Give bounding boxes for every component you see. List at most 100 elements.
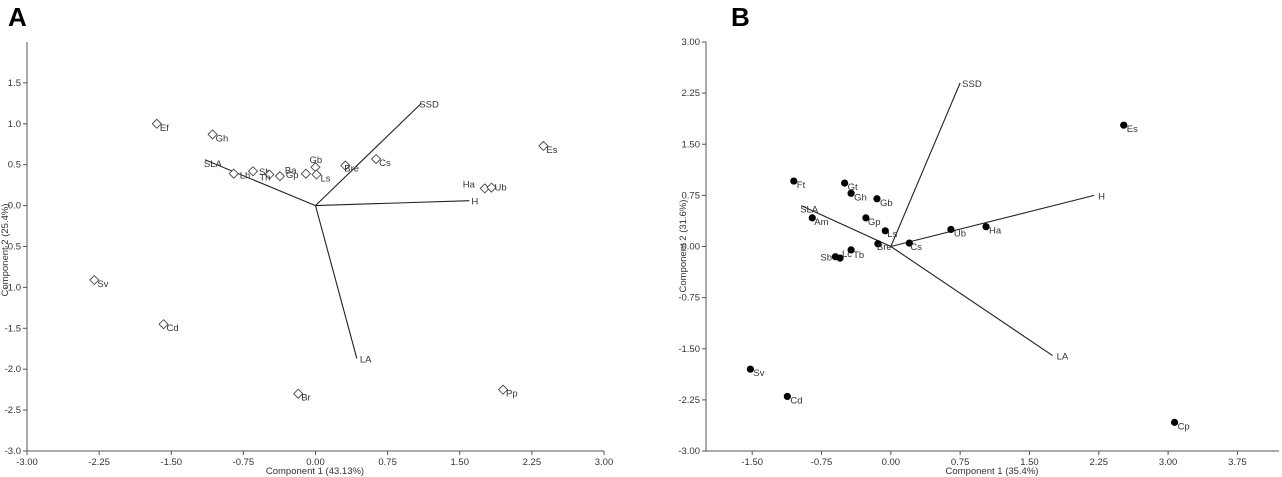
point-label: Sv <box>97 279 108 290</box>
data-point <box>247 166 259 177</box>
point-label: Es <box>1127 124 1138 135</box>
point-label: Cs <box>379 158 391 169</box>
x-tick-label: -2.25 <box>88 457 110 468</box>
x-tick-label: -0.75 <box>233 457 255 468</box>
data-point <box>905 239 913 247</box>
y-tick-label: -3.00 <box>678 446 700 457</box>
x-tick-label: -1.50 <box>741 457 763 468</box>
data-point <box>947 225 955 234</box>
y-tick-label: 1.0 <box>8 119 21 130</box>
x-axis-title: Component 1 (35.4%) <box>946 466 1039 477</box>
loading-vector <box>800 205 892 248</box>
y-tick-label: 0.00 <box>682 242 701 253</box>
data-point <box>790 177 798 185</box>
biplot-panel-a: Component 1 (43.13%) Component 2 (25.4%)… <box>0 42 613 477</box>
point-label: Ha <box>463 179 476 190</box>
y-tick-label: -1.0 <box>5 282 21 293</box>
vector-label: SSD <box>419 99 439 110</box>
data-point <box>847 189 855 197</box>
vector-label: LA <box>1057 352 1069 363</box>
point-label: Gh <box>854 192 867 203</box>
data-point <box>228 168 239 179</box>
loading-vector <box>890 194 1095 248</box>
point-label: Lc <box>842 249 852 260</box>
x-tick-label: 1.50 <box>1020 457 1039 468</box>
y-tick-label: -2.25 <box>678 395 700 406</box>
point-label: Ft <box>797 180 806 191</box>
data-point <box>497 384 509 395</box>
point-label: Th <box>259 173 270 184</box>
data-point <box>783 392 791 401</box>
data-point <box>486 182 497 193</box>
point-label: Ha <box>989 226 1002 237</box>
data-point <box>862 214 870 222</box>
data-point <box>1120 121 1128 129</box>
x-tick-label: -3.00 <box>16 457 38 468</box>
point-label: Ef <box>160 123 169 134</box>
data-point <box>746 365 754 373</box>
loading-vector <box>890 246 1053 357</box>
data-point <box>847 246 855 254</box>
y-tick-label: 2.25 <box>682 88 701 99</box>
x-tick-label: 3.75 <box>1228 457 1247 468</box>
data-point <box>874 240 882 248</box>
x-tick-label: 0.75 <box>378 457 397 468</box>
vector-label: SLA <box>204 159 223 170</box>
biplot-panel-b: Component 1 (35.4%) Component 2 (31.6%) … <box>678 37 1279 477</box>
point-label: Ls <box>320 174 330 185</box>
point-label: Ub <box>494 183 506 194</box>
loading-vector <box>890 82 961 247</box>
y-axis-title: Component 2 (25.4%) <box>0 204 11 297</box>
point-label: Es <box>546 145 557 156</box>
vector-label: LA <box>360 355 372 366</box>
loading-vector <box>315 200 470 207</box>
y-tick-label: 0.0 <box>8 201 21 212</box>
y-tick-label: -1.50 <box>678 344 700 355</box>
x-tick-label: 2.25 <box>523 457 542 468</box>
loading-vector <box>315 102 422 206</box>
vector-label: H <box>471 197 478 208</box>
x-axis-title: Component 1 (43.13%) <box>266 466 364 477</box>
data-point <box>982 223 990 231</box>
data-point <box>89 274 100 286</box>
data-point <box>538 140 549 152</box>
y-tick-label: 0.5 <box>8 160 21 171</box>
point-label: Lh <box>240 171 251 182</box>
point-label: Pp <box>506 389 518 400</box>
point-label: Cd <box>167 323 179 334</box>
loading-vector <box>314 205 358 359</box>
data-point <box>881 227 889 235</box>
data-point <box>370 153 382 165</box>
y-tick-label: -2.5 <box>5 405 21 416</box>
point-label: Bre <box>877 242 892 253</box>
y-tick-label: 0.75 <box>682 190 701 201</box>
data-point <box>300 168 312 179</box>
point-label: Gh <box>216 133 229 144</box>
x-tick-label: 0.00 <box>882 457 901 468</box>
data-point <box>274 171 286 182</box>
data-point <box>311 169 322 180</box>
point-label: Ub <box>954 228 966 239</box>
point-label: Sv <box>753 368 764 379</box>
point-label: Bre <box>344 164 359 175</box>
data-point <box>293 388 304 399</box>
data-point <box>151 118 162 129</box>
point-label: Sb <box>820 253 832 264</box>
data-point <box>841 179 849 187</box>
vector-label: SSD <box>962 79 982 90</box>
point-label: Cp <box>1178 421 1190 432</box>
point-label: Cd <box>790 395 802 406</box>
data-point <box>836 254 844 262</box>
y-tick-label: 1.5 <box>8 78 21 89</box>
y-tick-label: -1.5 <box>5 323 21 334</box>
x-tick-label: 2.25 <box>1090 457 1109 468</box>
y-tick-label: -0.5 <box>5 242 21 253</box>
point-label: Am <box>814 217 828 228</box>
data-point <box>264 169 275 180</box>
data-point <box>808 214 816 222</box>
point-label: Br <box>301 393 311 404</box>
point-label: Tb <box>853 250 864 261</box>
vector-label: H <box>1098 191 1105 202</box>
data-point <box>207 129 218 140</box>
